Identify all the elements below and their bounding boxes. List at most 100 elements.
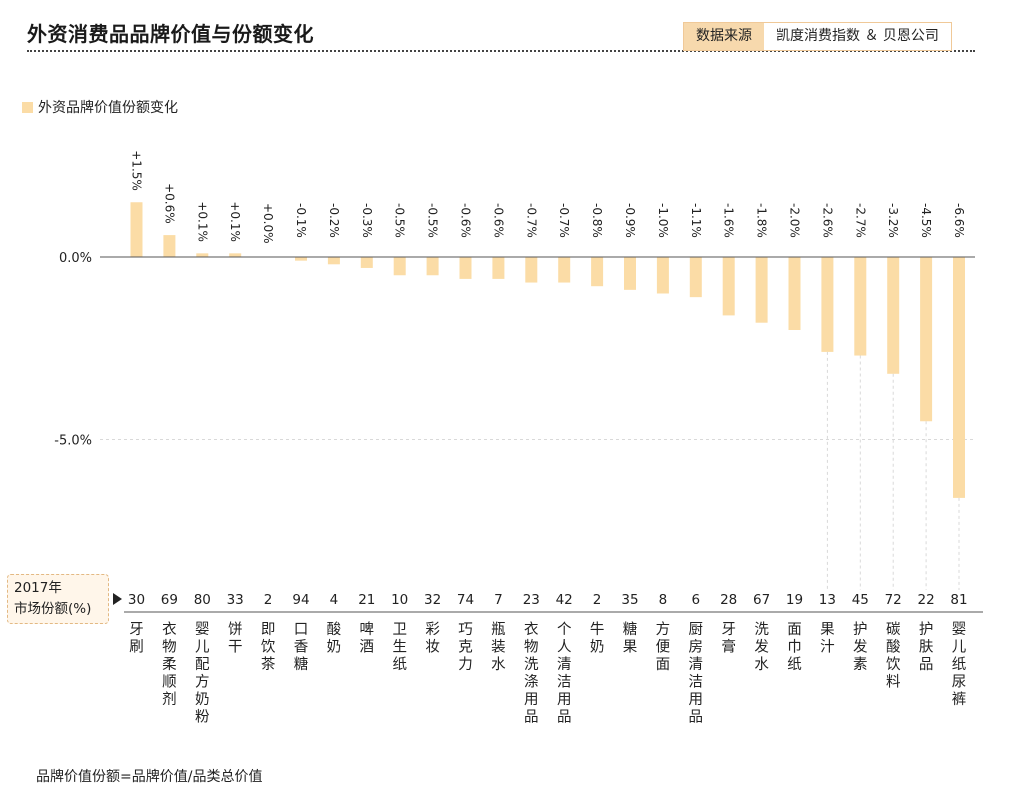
market-share-value: 13	[819, 592, 836, 608]
bar	[887, 257, 900, 374]
x-tick-label: 饼干	[228, 621, 243, 656]
data-label: -0.6%	[459, 203, 473, 238]
data-label: -0.5%	[426, 203, 440, 238]
bar	[459, 257, 472, 279]
x-tick-label: 方便面	[656, 621, 671, 673]
x-tick-label: 护肤品	[919, 621, 934, 673]
data-label: -0.7%	[524, 203, 538, 238]
bar	[229, 253, 242, 257]
y-tick-label: 0.0%	[59, 251, 92, 266]
market-share-value: 67	[753, 592, 770, 608]
x-tick-label: 卫生纸	[392, 622, 407, 673]
market-share-value: 42	[556, 592, 573, 608]
y-tick-label: -5.0%	[54, 434, 92, 449]
market-share-value: 6	[692, 592, 701, 608]
x-tick-label: 彩妆	[425, 621, 440, 656]
market-share-value: 30	[128, 592, 145, 608]
data-label: -0.7%	[557, 203, 571, 238]
market-share-value: 2	[264, 592, 273, 608]
market-share-value: 22	[918, 592, 935, 608]
bar	[525, 257, 538, 283]
bar	[854, 257, 867, 356]
bar	[360, 257, 373, 268]
market-share-value: 74	[457, 592, 474, 608]
legend: 外资品牌价值份额变化	[22, 97, 178, 117]
data-source-box: 数据来源 凯度消费指数 ＆ 贝恩公司	[683, 22, 952, 51]
data-label: -1.1%	[689, 203, 703, 238]
bar	[755, 257, 768, 323]
x-tick-label: 果汁	[820, 622, 835, 656]
market-share-value: 4	[330, 592, 339, 608]
market-share-value: 8	[659, 592, 668, 608]
market-share-value: 69	[161, 592, 178, 608]
x-tick-label: 婴儿纸尿裤	[952, 622, 967, 708]
footnote: 品牌价值份额=品牌价值/品类总价值	[36, 769, 263, 785]
data-label: -0.6%	[491, 203, 505, 238]
data-label: -0.3%	[360, 203, 374, 238]
data-label: -6.6%	[952, 203, 966, 238]
bar	[426, 257, 439, 276]
bar	[624, 257, 636, 290]
bar	[327, 257, 340, 265]
data-label: -1.6%	[722, 203, 736, 238]
market-share-value: 72	[885, 592, 902, 608]
x-tick-label: 洗发水	[754, 621, 769, 673]
legend-swatch	[22, 101, 33, 113]
market-share-value: 28	[720, 592, 737, 608]
market-share-value: 81	[950, 592, 967, 608]
market-share-value: 32	[424, 592, 441, 608]
bar	[788, 257, 801, 330]
x-tick-label: 啤酒	[360, 621, 375, 656]
data-label: -3.2%	[886, 203, 900, 238]
bar	[130, 202, 143, 257]
market-share-value: 7	[494, 592, 503, 608]
x-tick-label: 个人清洁用品	[557, 621, 572, 726]
market-share-value: 80	[194, 592, 211, 608]
data-label: -0.5%	[393, 203, 407, 238]
data-label: +0.6%	[162, 183, 176, 224]
data-label: -2.7%	[853, 203, 867, 238]
x-tick-label: 碳酸饮料	[886, 621, 901, 691]
bar	[689, 257, 702, 298]
bar	[163, 235, 176, 257]
x-tick-label: 厨房清洁用品	[689, 622, 704, 726]
data-label: +0.1%	[228, 201, 242, 242]
bar	[953, 257, 965, 498]
x-tick-label: 巧克力	[458, 622, 473, 673]
data-label: -4.5%	[919, 203, 933, 238]
data-label: +0.1%	[195, 201, 209, 242]
x-tick-label: 瓶装水	[491, 621, 506, 673]
market-share-value: 21	[358, 592, 375, 608]
bar	[196, 253, 209, 257]
bar	[591, 257, 604, 287]
market-share-value: 10	[391, 592, 408, 608]
x-tick-label: 护发素	[853, 621, 868, 673]
bar	[295, 257, 307, 261]
data-label: -2.0%	[788, 203, 802, 238]
x-tick-label: 衣物柔顺剂	[162, 621, 177, 708]
x-tick-label: 糖果	[623, 621, 638, 656]
chart-title: 外资消费品品牌价值与份额变化	[27, 22, 314, 46]
market-share-label-box: 2017年 市场份额(%)	[7, 574, 109, 624]
bar	[393, 257, 406, 276]
x-tick-label: 口香糖	[294, 622, 309, 673]
data-label: -0.9%	[623, 203, 637, 238]
x-tick-label: 牙刷	[129, 622, 144, 656]
x-tick-label: 面巾纸	[787, 622, 802, 673]
data-label: -0.8%	[590, 203, 604, 238]
data-source-value: 凯度消费指数 ＆ 贝恩公司	[776, 28, 939, 44]
market-share-value: 45	[852, 592, 869, 608]
x-tick-label: 衣物洗涤用品	[524, 621, 539, 726]
market-share-value: 33	[227, 592, 244, 608]
market-share-label-line1: 2017年	[14, 580, 62, 596]
x-tick-label: 牙膏	[721, 622, 736, 656]
legend-label: 外资品牌价值份额变化	[38, 100, 178, 116]
market-share-value: 19	[786, 592, 803, 608]
market-share-label-line2: 市场份额(%)	[14, 601, 92, 617]
market-share-value: 35	[621, 592, 638, 608]
data-label: -1.8%	[755, 203, 769, 238]
data-label: -0.2%	[327, 203, 341, 238]
bar	[558, 257, 571, 283]
x-tick-label: 婴儿配方奶粉	[195, 622, 210, 726]
